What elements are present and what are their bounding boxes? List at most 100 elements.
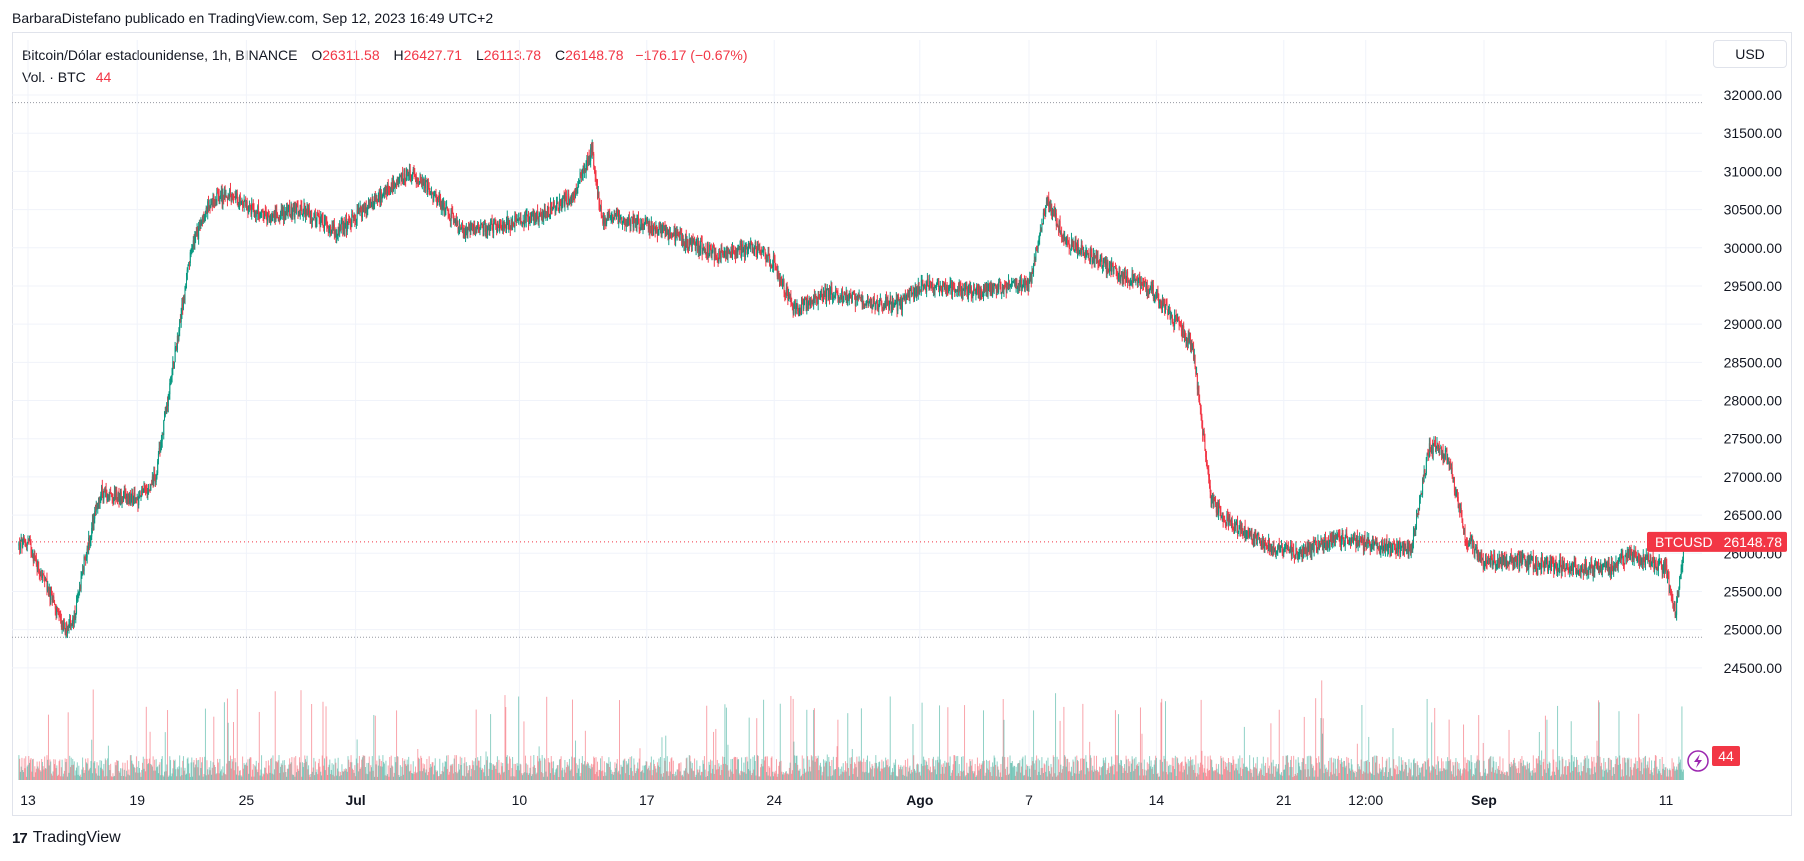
candle-body: [661, 231, 663, 238]
volume-bar: [539, 758, 541, 780]
candle-body: [167, 395, 169, 407]
volume-bar: [1154, 760, 1156, 780]
volume-bar: [369, 771, 371, 780]
candle-body: [890, 298, 892, 310]
volume-bar: [524, 755, 526, 780]
volume-bar: [651, 775, 653, 780]
volume-bar: [805, 771, 807, 780]
candle-body: [47, 587, 49, 591]
candle-body: [634, 220, 636, 223]
volume-label[interactable]: Vol. · BTC: [22, 69, 86, 85]
candle-body: [305, 210, 307, 217]
candle-body: [1114, 266, 1116, 268]
candle-body: [389, 187, 391, 192]
candle-body: [403, 169, 405, 184]
volume-bar: [419, 771, 421, 780]
volume-bar: [705, 776, 707, 780]
candle-body: [312, 219, 314, 221]
volume-bar: [254, 765, 256, 780]
candle-body: [368, 204, 370, 206]
volume-bar: [220, 771, 222, 780]
volume-bar: [505, 707, 507, 780]
candle-body: [1004, 285, 1006, 287]
volume-bar: [1209, 755, 1211, 780]
candle-body: [1068, 242, 1070, 248]
candle-body: [978, 289, 980, 293]
candle-body: [1025, 279, 1027, 285]
candle-body: [1190, 338, 1192, 350]
candle-body: [128, 496, 130, 504]
volume-bar: [694, 776, 696, 780]
candle-body: [187, 265, 189, 270]
candle-body: [792, 306, 794, 314]
candle-body: [744, 246, 746, 257]
candle-body: [593, 153, 595, 166]
candle-body: [509, 222, 511, 230]
volume-bar: [232, 761, 234, 780]
volume-bar: [224, 773, 226, 780]
volume-bar: [39, 770, 41, 780]
volume-bar: [1146, 762, 1148, 780]
volume-bar: [656, 772, 658, 780]
candle-body: [907, 294, 909, 297]
candle-body: [469, 224, 471, 232]
candle-body: [1227, 517, 1229, 526]
candle-body: [460, 228, 462, 230]
volume-bar: [1232, 756, 1234, 780]
volume-bar: [458, 769, 460, 780]
candle-body: [429, 193, 431, 195]
volume-bar: [118, 771, 120, 780]
volume-bar: [993, 755, 995, 780]
volume-bar: [1063, 706, 1065, 780]
volume-bar: [1035, 760, 1037, 780]
candle-body: [769, 264, 771, 266]
volume-bar: [637, 762, 639, 780]
candle-body: [581, 174, 583, 177]
candle-body: [331, 226, 333, 233]
candle-body: [1033, 263, 1035, 273]
candle-body: [1210, 492, 1212, 504]
candle-body: [736, 250, 738, 253]
candle-body: [303, 205, 305, 210]
volume-bar: [243, 763, 245, 780]
volume-bar: [898, 764, 900, 780]
candle-body: [1105, 259, 1107, 265]
volume-bar: [1036, 775, 1038, 780]
volume-bar: [1230, 762, 1232, 780]
volume-bar: [953, 755, 955, 780]
candle-body: [534, 215, 536, 224]
candle-body: [44, 577, 46, 581]
candle-body: [848, 296, 850, 301]
volume-bar: [1241, 757, 1243, 780]
candle-body: [204, 212, 206, 216]
candle-body: [220, 190, 222, 196]
volume-bar: [1180, 763, 1182, 780]
candle-body: [957, 289, 959, 292]
volume-bar: [1261, 763, 1263, 780]
candle-body: [544, 209, 546, 218]
candle-body: [1077, 244, 1079, 254]
candle-body: [1089, 259, 1091, 262]
candle-body: [698, 243, 700, 253]
volume-bar: [1046, 776, 1048, 780]
volume-bar: [656, 762, 658, 780]
chart-frame[interactable]: [12, 32, 1792, 816]
candle-body: [81, 571, 83, 577]
volume-bar: [725, 707, 727, 780]
candle-body: [98, 500, 100, 503]
volume-bar: [930, 772, 932, 780]
volume-row: Vol. · BTC 44: [22, 66, 748, 88]
volume-bar: [1131, 756, 1133, 780]
candle-body: [364, 206, 366, 213]
candle-body: [58, 615, 60, 617]
candle-body: [1221, 512, 1223, 517]
symbol-title[interactable]: Bitcoin/Dólar estadounidense, 1h, BINANC…: [22, 47, 298, 63]
volume-bar: [1006, 766, 1008, 780]
candle-body: [456, 220, 458, 226]
candle-body: [967, 288, 969, 299]
candle-body: [114, 490, 116, 500]
currency-button[interactable]: USD: [1713, 40, 1787, 68]
volume-bar: [936, 759, 938, 780]
candle-body: [589, 160, 591, 163]
